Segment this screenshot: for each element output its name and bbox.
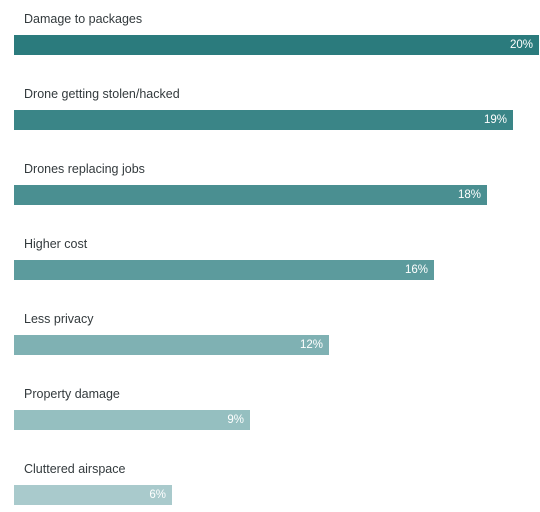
- bar-row: Property damage 9%: [0, 387, 540, 437]
- bar: 9%: [14, 410, 250, 430]
- value-label: 9%: [227, 414, 244, 426]
- value-label: 18%: [457, 189, 481, 201]
- bar: 16%: [14, 260, 434, 280]
- bar-row: Drone getting stolen/hacked 19%: [0, 87, 540, 137]
- value-label: 20%: [509, 39, 533, 51]
- bar: 19%: [14, 110, 513, 130]
- category-label: Less privacy: [24, 312, 94, 326]
- bar: 18%: [14, 185, 487, 205]
- category-label: Drone getting stolen/hacked: [24, 87, 180, 101]
- bar-row: Cluttered airspace 6%: [0, 462, 540, 512]
- value-label: 12%: [299, 339, 323, 351]
- bar-row: Damage to packages 20%: [0, 12, 540, 62]
- category-label: Property damage: [24, 387, 120, 401]
- category-label: Damage to packages: [24, 12, 143, 26]
- bar-row: Higher cost 16%: [0, 237, 540, 287]
- value-label: 19%: [483, 114, 507, 126]
- bar: 12%: [14, 335, 329, 355]
- bar: 6%: [14, 485, 172, 505]
- bar-row: Drones replacing jobs 18%: [0, 162, 540, 212]
- category-label: Cluttered airspace: [24, 462, 126, 476]
- value-label: 6%: [149, 489, 166, 501]
- category-label: Drones replacing jobs: [24, 162, 145, 176]
- value-label: 16%: [404, 264, 428, 276]
- bar: 20%: [14, 35, 539, 55]
- bar-row: Less privacy 12%: [0, 312, 540, 362]
- category-label: Higher cost: [24, 237, 88, 251]
